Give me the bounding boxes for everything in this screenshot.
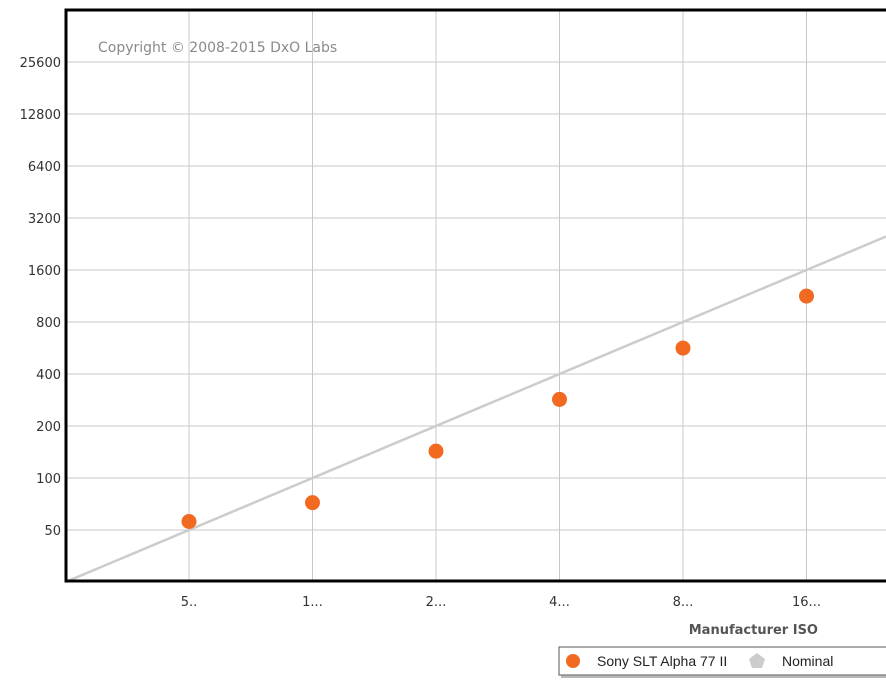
plot-frame [64,8,886,583]
x-tick-label-800: 8... [673,595,694,610]
y-tick-label-12800: 12800 [20,108,61,123]
legend-swatch-nominal[interactable] [749,653,765,668]
y-tick-label-400: 400 [36,368,61,383]
data-point-0 [181,513,197,529]
x-tick-label-1600: 16... [792,595,821,610]
y-tick-label-200: 200 [36,420,61,435]
legend-swatch-sony[interactable] [566,654,580,668]
y-tick-label-6400: 6400 [28,160,61,175]
x-tick-label-50: 5.. [181,595,198,610]
y-tick-label-50: 50 [44,524,61,539]
nominal-line [65,235,886,583]
y-tick-label-800: 800 [36,316,61,331]
x-axis-title: Manufacturer ISO [689,623,818,638]
y-tick-label-100: 100 [36,472,61,487]
data-point-5 [799,288,814,304]
x-tick-label-200: 2... [426,595,447,610]
legend: Sony SLT Alpha 77 II Nominal [558,646,886,678]
legend-label-nominal[interactable]: Nominal [782,653,833,669]
y-tick-label-3200: 3200 [28,212,61,227]
tick-labels: 50 100 200 400 800 1600 3200 6400 12800 25600 5.. 1… [20,56,821,610]
legend-label-sony[interactable]: Sony SLT Alpha 77 II [597,653,727,669]
data-point-2 [428,443,444,459]
y-tick-label-25600: 25600 [20,56,61,71]
x-tick-label-100: 1... [302,595,323,610]
grid [66,10,886,581]
measured-series [181,288,814,529]
data-point-3 [552,391,567,407]
nominal-series [65,235,886,583]
y-tick-label-1600: 1600 [28,264,61,279]
legend-box [558,646,886,676]
copyright-watermark: Copyright © 2008-2015 DxO Labs [98,40,337,56]
legend-shadow [561,675,886,678]
data-point-1 [305,495,320,511]
x-tick-label-400: 4... [549,595,570,610]
data-point-4 [675,340,691,356]
